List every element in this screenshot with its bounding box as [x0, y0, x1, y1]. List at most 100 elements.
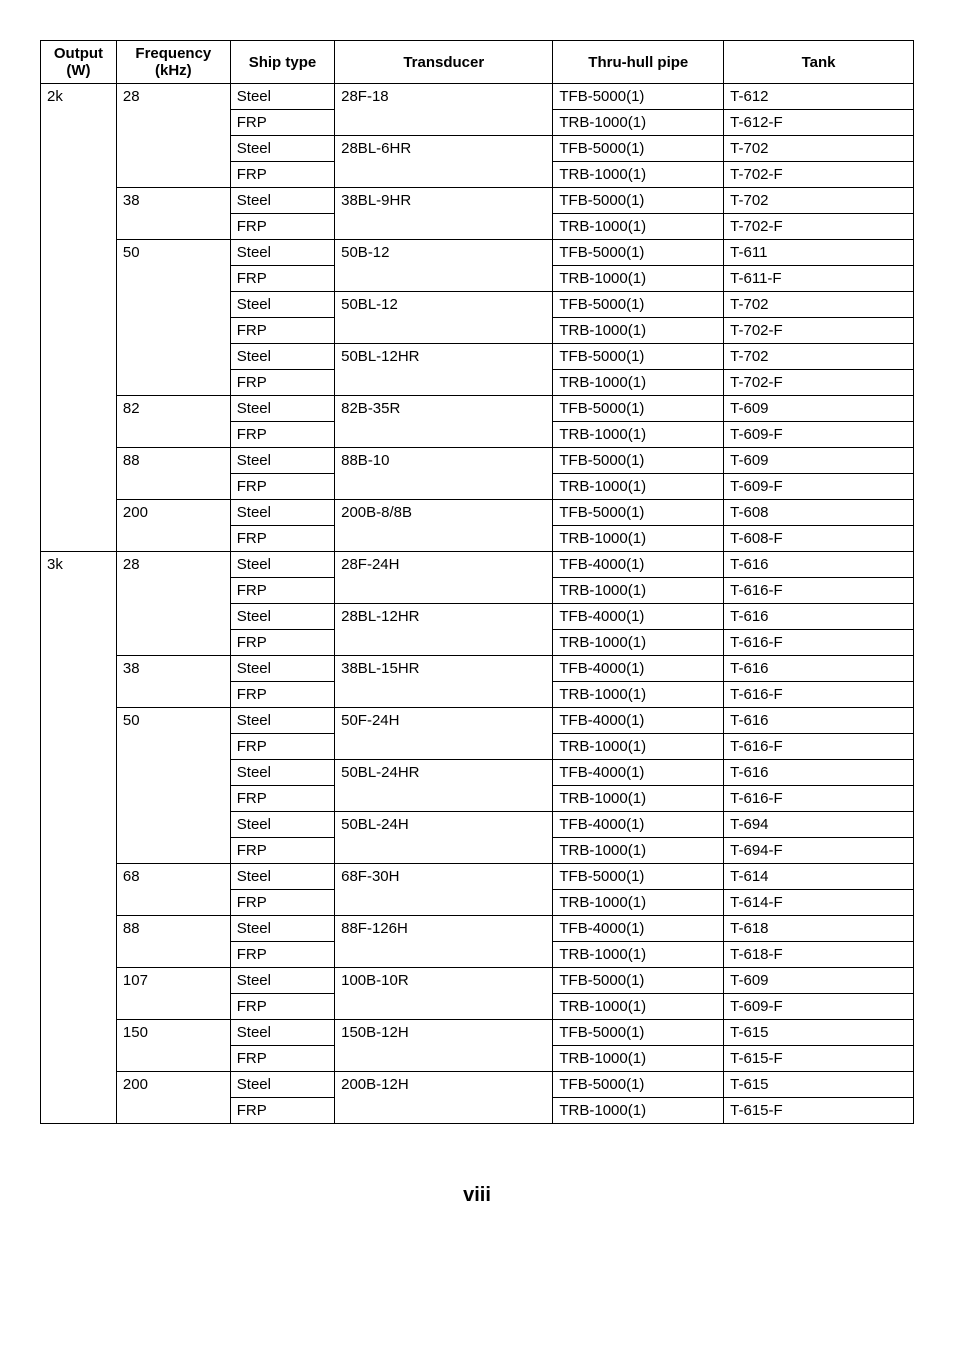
cell-tank: T-702-F — [724, 318, 914, 344]
cell-tank: T-702 — [724, 292, 914, 318]
cell-transducer — [335, 318, 553, 344]
cell-ship-type: Steel — [230, 396, 334, 422]
cell-output — [41, 1020, 117, 1046]
header-output: Output (W) — [41, 41, 117, 84]
cell-output — [41, 630, 117, 656]
cell-tank: T-702-F — [724, 370, 914, 396]
table-row: FRPTRB-1000(1)T-614-F — [41, 890, 914, 916]
cell-output — [41, 578, 117, 604]
cell-tank: T-615 — [724, 1072, 914, 1098]
cell-transducer: 100B-10R — [335, 968, 553, 994]
cell-output — [41, 344, 117, 370]
cell-frequency — [116, 994, 230, 1020]
table-row: 50Steel50B-12TFB-5000(1)T-611 — [41, 240, 914, 266]
cell-tank: T-702 — [724, 136, 914, 162]
cell-tank: T-609-F — [724, 994, 914, 1020]
cell-output — [41, 994, 117, 1020]
cell-ship-type: FRP — [230, 370, 334, 396]
header-transducer: Transducer — [335, 41, 553, 84]
cell-transducer — [335, 162, 553, 188]
cell-tank: T-615-F — [724, 1046, 914, 1072]
cell-transducer — [335, 942, 553, 968]
cell-ship-type: Steel — [230, 240, 334, 266]
cell-transducer: 88F-126H — [335, 916, 553, 942]
cell-tank: T-611-F — [724, 266, 914, 292]
cell-tank: T-616-F — [724, 786, 914, 812]
cell-tank: T-616 — [724, 656, 914, 682]
table-row: FRPTRB-1000(1)T-609-F — [41, 422, 914, 448]
cell-output — [41, 370, 117, 396]
cell-frequency — [116, 838, 230, 864]
cell-frequency: 68 — [116, 864, 230, 890]
cell-frequency — [116, 734, 230, 760]
cell-output — [41, 162, 117, 188]
cell-thru-hull: TRB-1000(1) — [553, 1046, 724, 1072]
header-frequency: Frequency (kHz) — [116, 41, 230, 84]
cell-ship-type: Steel — [230, 1072, 334, 1098]
cell-frequency — [116, 890, 230, 916]
cell-thru-hull: TRB-1000(1) — [553, 682, 724, 708]
cell-ship-type: FRP — [230, 734, 334, 760]
cell-tank: T-609 — [724, 968, 914, 994]
cell-tank: T-608 — [724, 500, 914, 526]
cell-tank: T-702-F — [724, 162, 914, 188]
table-row: FRPTRB-1000(1)T-609-F — [41, 994, 914, 1020]
cell-transducer — [335, 110, 553, 136]
cell-thru-hull: TRB-1000(1) — [553, 266, 724, 292]
cell-transducer: 38BL-15HR — [335, 656, 553, 682]
cell-transducer — [335, 214, 553, 240]
cell-ship-type: FRP — [230, 578, 334, 604]
cell-ship-type: FRP — [230, 474, 334, 500]
table-row: 88Steel88B-10TFB-5000(1)T-609 — [41, 448, 914, 474]
cell-thru-hull: TRB-1000(1) — [553, 578, 724, 604]
cell-ship-type: FRP — [230, 1046, 334, 1072]
cell-output — [41, 422, 117, 448]
cell-thru-hull: TFB-4000(1) — [553, 916, 724, 942]
cell-thru-hull: TRB-1000(1) — [553, 422, 724, 448]
cell-transducer — [335, 526, 553, 552]
cell-ship-type: Steel — [230, 292, 334, 318]
cell-output — [41, 708, 117, 734]
cell-output: 3k — [41, 552, 117, 578]
cell-output — [41, 214, 117, 240]
cell-tank: T-616-F — [724, 578, 914, 604]
table-row: FRPTRB-1000(1)T-694-F — [41, 838, 914, 864]
cell-transducer: 50BL-12 — [335, 292, 553, 318]
cell-tank: T-615-F — [724, 1098, 914, 1124]
cell-transducer: 50B-12 — [335, 240, 553, 266]
page-number: viii — [40, 1184, 914, 1207]
cell-ship-type: FRP — [230, 786, 334, 812]
cell-frequency — [116, 422, 230, 448]
header-thru-hull: Thru-hull pipe — [553, 41, 724, 84]
cell-transducer: 200B-8/8B — [335, 500, 553, 526]
cell-frequency: 150 — [116, 1020, 230, 1046]
table-row: 50Steel50F-24HTFB-4000(1)T-616 — [41, 708, 914, 734]
cell-transducer: 38BL-9HR — [335, 188, 553, 214]
cell-frequency: 28 — [116, 84, 230, 110]
cell-transducer — [335, 1098, 553, 1124]
cell-transducer: 68F-30H — [335, 864, 553, 890]
cell-transducer: 28F-18 — [335, 84, 553, 110]
cell-ship-type: FRP — [230, 110, 334, 136]
cell-output — [41, 266, 117, 292]
cell-tank: T-609-F — [724, 474, 914, 500]
table-row: FRPTRB-1000(1)T-615-F — [41, 1098, 914, 1124]
cell-thru-hull: TFB-5000(1) — [553, 500, 724, 526]
cell-frequency: 50 — [116, 708, 230, 734]
cell-thru-hull: TFB-5000(1) — [553, 240, 724, 266]
cell-tank: T-609-F — [724, 422, 914, 448]
cell-thru-hull: TFB-5000(1) — [553, 84, 724, 110]
cell-frequency: 88 — [116, 916, 230, 942]
cell-ship-type: Steel — [230, 916, 334, 942]
cell-thru-hull: TFB-5000(1) — [553, 864, 724, 890]
cell-thru-hull: TRB-1000(1) — [553, 786, 724, 812]
cell-thru-hull: TRB-1000(1) — [553, 994, 724, 1020]
cell-thru-hull: TRB-1000(1) — [553, 838, 724, 864]
cell-transducer — [335, 630, 553, 656]
table-header-row: Output (W) Frequency (kHz) Ship type Tra… — [41, 41, 914, 84]
cell-tank: T-618-F — [724, 942, 914, 968]
cell-frequency: 107 — [116, 968, 230, 994]
cell-output — [41, 890, 117, 916]
cell-ship-type: Steel — [230, 604, 334, 630]
table-row: 82Steel82B-35RTFB-5000(1)T-609 — [41, 396, 914, 422]
